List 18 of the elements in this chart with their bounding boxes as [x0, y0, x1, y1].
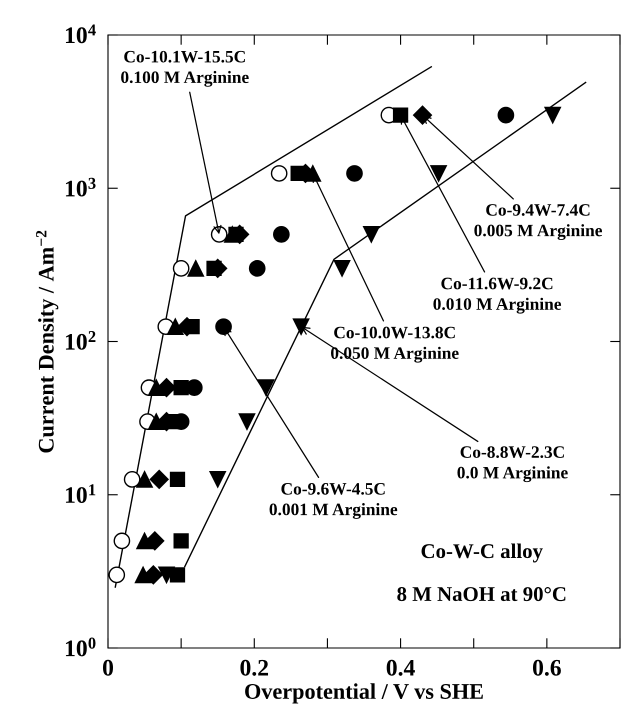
annotation: Co-9.4W-7.4C 0.005 M Arginine	[474, 204, 602, 240]
annotation: Co-8.8W-2.3C 0.0 M Arginine	[457, 446, 568, 482]
y-tick-label: 10$^{1}$	[66, 484, 96, 504]
y-tick-label: 10$^{4}$	[66, 24, 96, 44]
y-tick-label: 10$^{0}$	[66, 638, 96, 656]
annotation: Co-9.6W-4.5C 0.001 M Arginine	[270, 483, 398, 519]
y-axis-title: Current Density / Am$^{−2}$	[36, 230, 58, 453]
annotation: 8 M NaOH at 90°C	[397, 587, 566, 602]
annotation: Co-10.1W-15.5C 0.100 M Arginine	[121, 50, 249, 87]
y-tick-label: 10$^{3}$	[66, 178, 96, 197]
y-tick-label: 10$^{2}$	[66, 331, 96, 350]
annotation: Co-11.6W-9.2C 0.010 M Arginine	[433, 278, 562, 314]
annotation: Co-W-C alloy	[422, 544, 543, 562]
x-tick-label: 0.6	[533, 660, 561, 676]
x-axis-title: Overpotential / V vs SHE	[245, 683, 483, 704]
x-tick-label: 0	[102, 660, 114, 676]
x-tick-label: 0.4	[386, 660, 415, 676]
x-tick-label: 0.2	[240, 660, 268, 676]
